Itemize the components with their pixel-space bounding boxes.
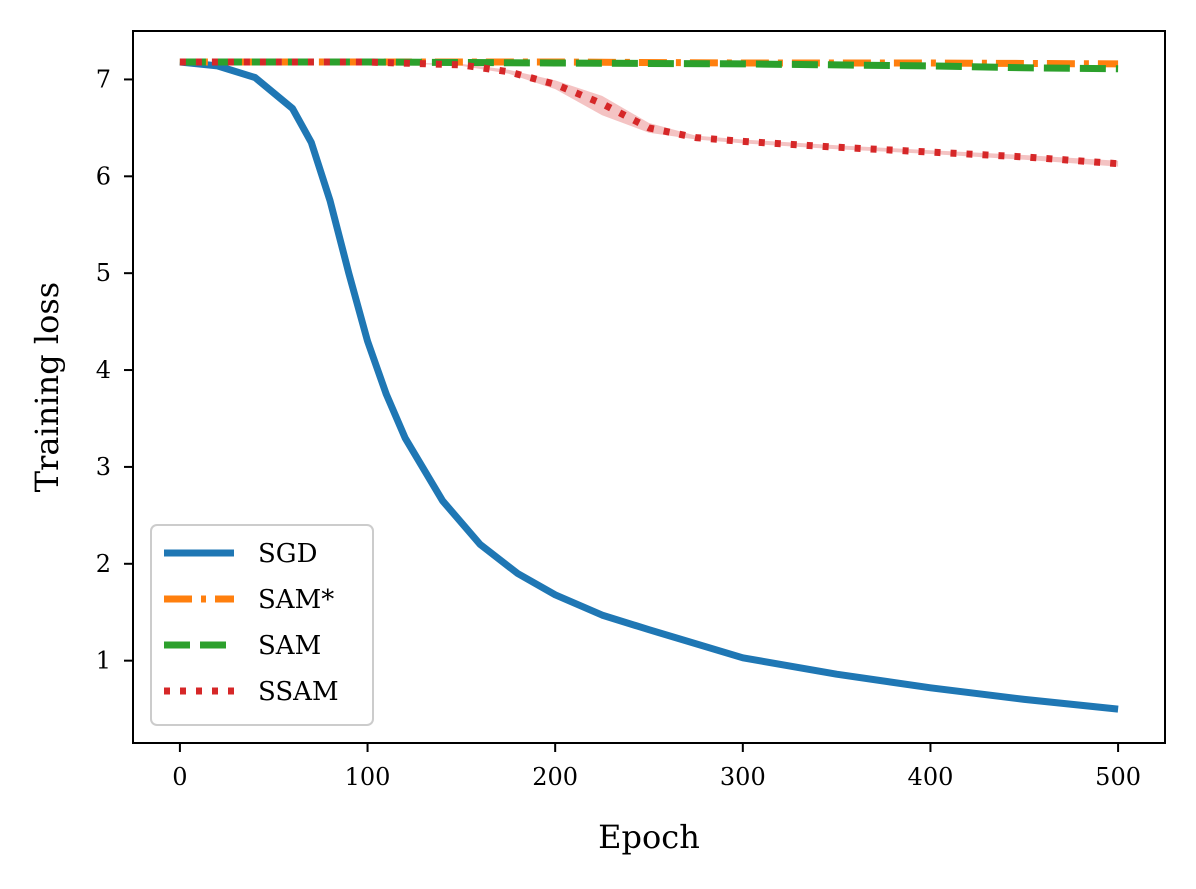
y-tick-label: 1 bbox=[96, 647, 111, 675]
y-tick-label: 5 bbox=[96, 259, 111, 287]
x-axis-ticks: 0 100 200 300 400 500 bbox=[172, 743, 1141, 791]
confidence-bands bbox=[179, 62, 1119, 167]
x-tick-label: 100 bbox=[345, 763, 391, 791]
series-line-ssam bbox=[179, 58, 1119, 168]
y-tick-label: 2 bbox=[96, 550, 111, 578]
series-lines bbox=[179, 58, 1119, 713]
y-axis-label: Training loss bbox=[28, 282, 66, 492]
y-tick-label: 6 bbox=[96, 162, 111, 190]
legend: SGD SAM* SAM SSAM bbox=[150, 524, 374, 726]
legend-label-ssam: SSAM bbox=[258, 677, 339, 707]
legend-label-sam: SAM* bbox=[258, 585, 334, 615]
y-tick-label: 3 bbox=[96, 453, 111, 481]
legend-label-sgd: SGD bbox=[258, 539, 317, 569]
legend-box bbox=[150, 524, 374, 726]
series-line-sam bbox=[179, 58, 1119, 73]
series-line-sgd bbox=[179, 58, 1119, 713]
y-tick-label: 4 bbox=[96, 356, 111, 384]
x-tick-label: 200 bbox=[532, 763, 578, 791]
x-tick-label: 500 bbox=[1095, 763, 1141, 791]
x-tick-label: 300 bbox=[720, 763, 766, 791]
y-axis-ticks: 1 2 3 4 5 6 7 bbox=[96, 65, 133, 675]
x-axis-label: Epoch bbox=[598, 818, 700, 856]
y-tick-label: 7 bbox=[96, 65, 111, 93]
legend-label-sam: SAM bbox=[258, 631, 321, 661]
band-ssam bbox=[179, 62, 1119, 167]
plot-frame bbox=[132, 30, 1166, 744]
x-tick-label: 0 bbox=[172, 763, 187, 791]
x-tick-label: 400 bbox=[908, 763, 954, 791]
